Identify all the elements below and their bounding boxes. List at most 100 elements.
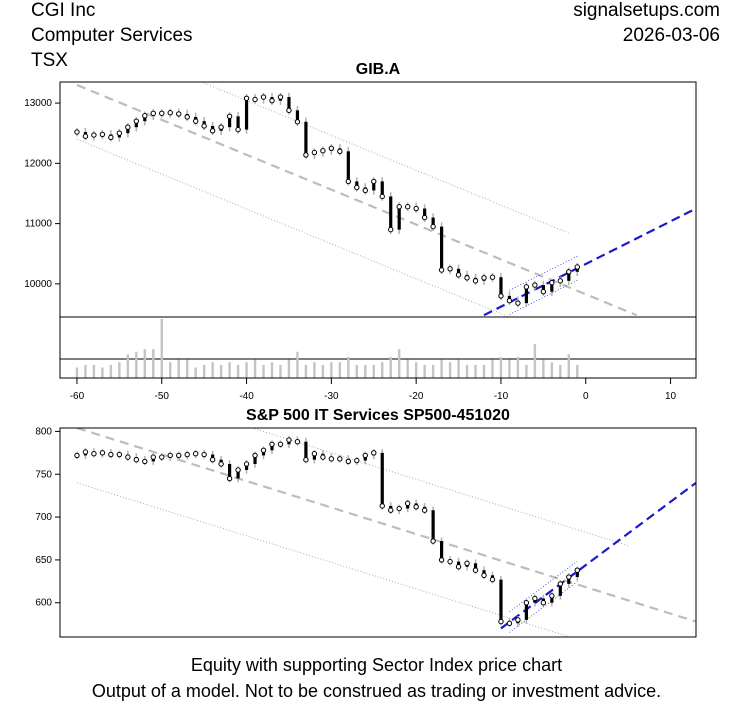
x-tick-label: 10 [665,391,677,402]
close-point [489,274,496,280]
close-point [243,461,250,467]
close-point [82,449,89,455]
x-tick-label: -40 [239,391,254,402]
close-point [125,454,131,460]
short-trend-line [500,481,696,630]
close-point [557,278,564,284]
long-trend-line [76,428,696,623]
close-point [91,132,97,138]
close-point [235,126,241,133]
close-point [252,452,258,459]
close-point [286,107,292,114]
close-point [269,441,275,447]
close-point [176,111,182,117]
close-point [142,113,148,119]
close-point [549,279,555,286]
candle-body [287,97,291,111]
close-point [328,456,335,462]
x-tick-label: 0 [583,391,589,402]
short-trend-line [483,207,696,317]
close-point [430,223,436,230]
close-point [116,130,123,136]
close-point [209,456,216,463]
close-point [481,572,487,579]
candle-body [575,570,579,578]
candle-body [134,121,138,128]
candle-body [499,277,503,296]
close-point [540,600,547,606]
candle-body [550,595,554,603]
long-trend-line [76,83,638,317]
candle-body [524,602,528,620]
close-point [99,450,106,456]
close-point [498,618,504,625]
close-point [523,284,530,290]
candle-body [440,226,444,270]
close-point [574,567,580,573]
close-point [362,452,368,459]
x-tick-label: -20 [409,391,424,402]
close-point [506,298,513,304]
close-point [320,454,326,460]
close-point [532,595,538,602]
close-point [371,178,377,185]
x-tick-label: -10 [494,391,509,402]
close-point [447,558,453,565]
y-tick-label: 12000 [24,158,52,169]
close-point [413,205,419,212]
candle-body [372,181,376,191]
candle-body [567,577,571,584]
candle-body [423,208,427,218]
short-trend-band [509,581,578,633]
candle-body [380,181,384,197]
close-point [455,564,462,570]
candle-body [253,455,257,464]
close-point [354,184,360,191]
close-point [371,450,377,456]
close-point [345,458,352,465]
y-tick-label: 13000 [24,98,52,109]
candle-body [541,285,545,292]
close-point [481,275,487,281]
candle-body [236,116,240,130]
company-name: CGI Inc [31,0,96,21]
close-point [286,437,292,443]
chart-date: 2026-03-06 [622,25,720,46]
close-point [201,123,207,129]
close-point [404,500,411,507]
candle-body [126,127,130,134]
candle-body [431,217,435,227]
candle-body [270,444,274,451]
candle-body [524,286,528,304]
close-point [125,124,131,130]
close-point [226,113,233,120]
close-point [159,110,165,117]
exchange-name: TSX [31,50,68,71]
candle-body [431,510,435,542]
close-point [235,467,241,473]
sector-name: Computer Services [31,25,193,46]
close-point [184,114,190,120]
close-point [549,593,555,599]
footer-disclaimer: Output of a model. Not to be construed a… [91,681,662,701]
candle-body [304,441,308,460]
close-point [566,574,572,580]
close-point [269,97,275,104]
plot-frame [59,427,697,638]
close-point [438,267,445,273]
y-tick-label: 600 [35,598,52,609]
close-point [116,451,123,458]
candle-body [143,115,147,122]
y-tick-label: 700 [35,512,52,523]
close-point [337,456,343,462]
close-point [540,288,547,295]
close-point [209,128,216,134]
close-point [421,507,428,513]
candle-body [380,452,384,506]
close-point [532,282,538,288]
close-point [388,226,394,233]
close-point [523,600,530,606]
candle-body [389,196,393,230]
candle-body [236,469,240,479]
close-point [167,110,173,116]
